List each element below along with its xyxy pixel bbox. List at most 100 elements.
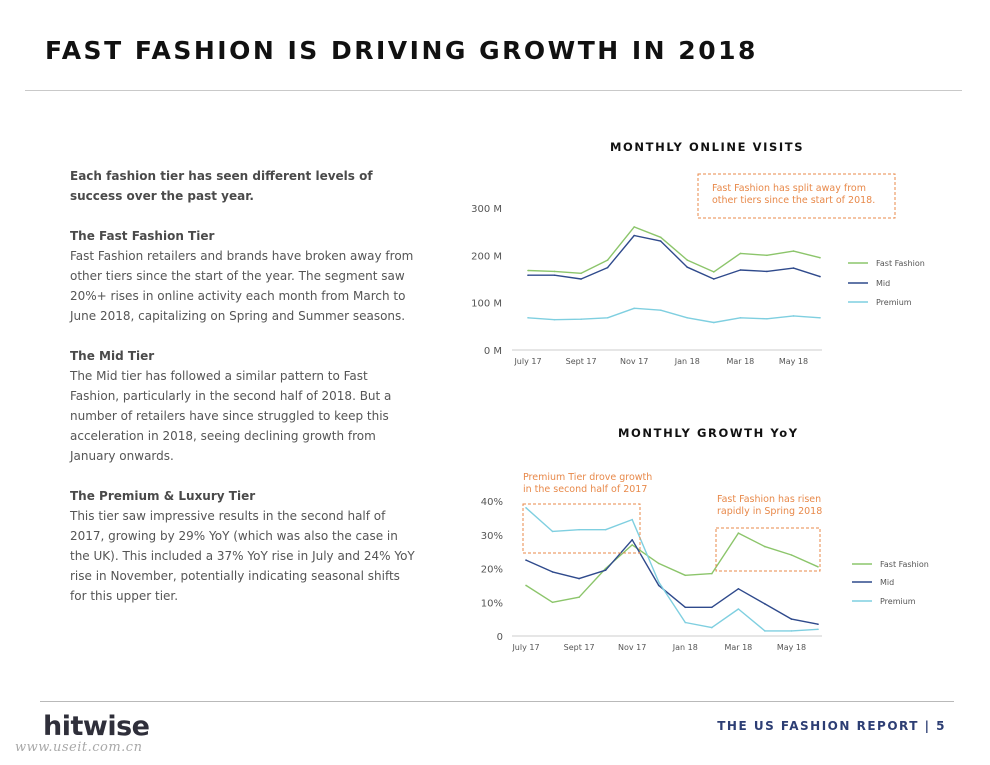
x-tick-label: July 17 (511, 643, 539, 652)
y-tick-label: 20% (481, 565, 503, 576)
x-tick-label: July 17 (513, 357, 541, 366)
legend-label: Fast Fashion (876, 259, 925, 268)
data-point (684, 574, 687, 577)
legend-label: Fast Fashion (880, 560, 929, 569)
data-point (527, 269, 529, 272)
data-point (686, 317, 689, 319)
data-point (633, 234, 635, 237)
annotation-text: Fast Fashion has risen (717, 494, 821, 505)
data-point (553, 274, 556, 277)
y-tick-label: 0 (497, 632, 503, 643)
data-point (766, 318, 768, 320)
data-point (792, 267, 795, 269)
data-point (684, 621, 687, 624)
data-point (819, 317, 821, 319)
data-point (631, 544, 633, 546)
annotation-text: in the second half of 2017 (523, 484, 647, 495)
data-point (631, 539, 633, 541)
data-point (659, 236, 662, 239)
data-point (739, 317, 742, 319)
section-text: This tier saw impressive results in the … (70, 509, 415, 603)
data-point (525, 584, 527, 587)
y-tick-label: 100 M (471, 299, 502, 310)
data-point (527, 317, 529, 319)
data-point (684, 606, 687, 609)
section-premium: The Premium & Luxury Tier This tier saw … (70, 486, 415, 606)
chart-1: 0 M 100 M 200 M 300 M July 17 Sept 17 Nov 17 Ja… (471, 173, 925, 366)
series-line-mid (525, 539, 819, 625)
data-point (657, 584, 660, 587)
data-point (819, 275, 821, 278)
annotation-text: other tiers since the start of 2018. (712, 195, 875, 206)
data-point (766, 254, 768, 257)
data-point (817, 623, 819, 625)
footer-report-label: THE US FASHION REPORT | 5 (717, 719, 946, 733)
data-point (686, 259, 689, 261)
page-title: FAST FASHION IS DRIVING GROWTH IN 2018 (45, 36, 758, 65)
data-point (764, 545, 766, 548)
data-point (737, 532, 740, 534)
y-tick-label: 200 M (471, 251, 502, 262)
data-point (711, 606, 713, 609)
data-point (551, 530, 554, 533)
legend-label: Mid (880, 578, 894, 587)
data-point (580, 318, 582, 321)
legend-label: Mid (876, 279, 890, 288)
series-line-premium (527, 307, 821, 324)
footer-divider (40, 701, 954, 702)
data-point (766, 270, 768, 273)
intro-text: Each fashion tier has seen different lev… (70, 169, 373, 203)
data-point (686, 266, 689, 269)
data-point (553, 270, 556, 273)
legend-label: Premium (880, 597, 916, 606)
section-heading: The Fast Fashion Tier (70, 229, 215, 243)
annotation-text: Fast Fashion has split away from (712, 183, 866, 194)
data-point (657, 581, 660, 583)
data-point (633, 307, 635, 310)
data-point (551, 601, 554, 604)
data-point (711, 626, 713, 629)
chart-2: 0 10% 20% 30% 40% July 17 Sept 17 Nov 17 Jan 18 M… (481, 472, 929, 652)
series-line-fast-fashion (525, 532, 819, 603)
data-point (551, 571, 554, 573)
section-heading: The Premium & Luxury Tier (70, 489, 256, 503)
data-point (633, 226, 635, 228)
series-line-fast-fashion (527, 226, 821, 274)
data-point (525, 507, 527, 509)
data-point (631, 518, 633, 521)
y-tick-label: 40% (481, 497, 503, 508)
data-point (790, 554, 793, 556)
data-point (527, 274, 529, 277)
annotation-box (715, 527, 821, 572)
data-point (711, 572, 713, 575)
data-point (659, 309, 662, 312)
x-tick-label: May 18 (779, 357, 808, 366)
data-point (713, 321, 715, 324)
section-mid: The Mid Tier The Mid tier has followed a… (70, 346, 415, 466)
data-point (764, 630, 766, 632)
x-tick-label: Nov 17 (618, 643, 646, 652)
body-text: Each fashion tier has seen different lev… (70, 166, 415, 626)
data-point (792, 250, 795, 252)
x-tick-label: Nov 17 (620, 357, 648, 366)
data-point (790, 618, 793, 620)
data-point (578, 596, 580, 598)
data-point (659, 240, 662, 242)
annotation-box (522, 503, 641, 554)
data-point (578, 577, 580, 580)
data-point (817, 566, 819, 568)
data-point (819, 256, 821, 259)
x-tick-label: Jan 18 (672, 643, 698, 652)
data-point (553, 318, 556, 321)
legend-label: Premium (876, 298, 912, 307)
data-point (578, 528, 580, 531)
data-point (737, 608, 740, 610)
series-line-premium (525, 507, 819, 632)
data-point (580, 272, 582, 275)
section-text: The Mid tier has followed a similar patt… (70, 369, 392, 463)
data-point (739, 252, 742, 255)
data-point (764, 603, 766, 605)
title-divider (25, 90, 962, 91)
x-tick-label: Sept 17 (566, 357, 597, 366)
